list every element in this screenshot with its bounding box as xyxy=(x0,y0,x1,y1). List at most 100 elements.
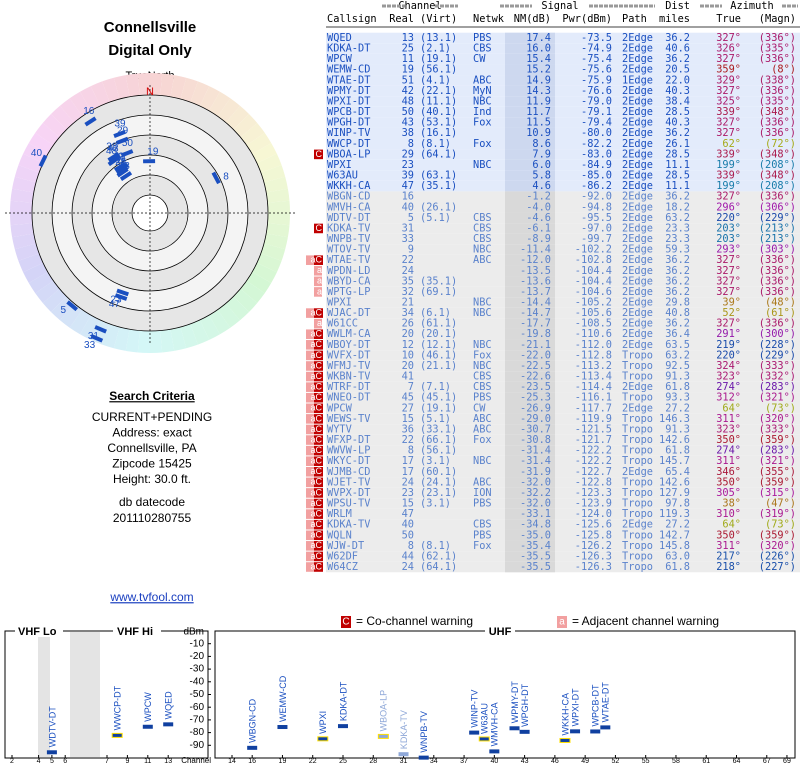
nm-cell-bg xyxy=(505,64,555,76)
row-bg xyxy=(326,149,800,160)
x-tick-label: 6 xyxy=(63,758,67,765)
criteria-line: Height: 30.0 ft. xyxy=(113,472,191,486)
cell: Tropo xyxy=(622,423,653,435)
row-bg xyxy=(326,477,800,488)
warning-badge: aC xyxy=(310,519,322,529)
cell: -105.2 xyxy=(575,297,612,309)
cell: 11.5 xyxy=(526,117,551,129)
adj-badge xyxy=(314,318,322,329)
cell: 327° xyxy=(716,85,741,97)
row-bg xyxy=(326,297,800,308)
x-tick-label: 9 xyxy=(125,758,129,765)
cell: -114.4 xyxy=(575,381,612,393)
signal-mark xyxy=(600,725,611,730)
cell: PBS xyxy=(473,32,492,44)
cell: -86.2 xyxy=(581,180,612,192)
adj-badge xyxy=(314,276,322,287)
cell: (63.1) xyxy=(420,170,457,182)
nm-cell-bg xyxy=(505,297,555,308)
row-bg xyxy=(326,75,800,86)
cell: 36.2 xyxy=(665,32,690,44)
column-header: (Virt) xyxy=(420,13,457,25)
cell: 24 xyxy=(402,265,414,277)
cell: WFMJ-TV xyxy=(327,360,370,372)
warning-badge: aC xyxy=(310,530,322,540)
cell: -92.0 xyxy=(581,191,612,203)
adj-badge xyxy=(306,488,314,498)
cell: -26.9 xyxy=(520,402,551,414)
adj-badge xyxy=(306,414,314,424)
cell: WBYD-CA xyxy=(327,275,371,287)
cell: (13.1) xyxy=(420,32,457,44)
cell: -124.0 xyxy=(575,508,612,520)
site-link[interactable]: www.tvfool.com xyxy=(109,590,193,604)
row-bg xyxy=(326,244,800,255)
title: Connellsville xyxy=(104,19,197,36)
signal-callsign: WPXI xyxy=(318,711,328,734)
row-bg xyxy=(326,180,800,192)
criteria-line: Connellsville, PA xyxy=(107,441,196,455)
cell: 52° xyxy=(722,307,741,319)
y-tick-label: -80 xyxy=(190,727,205,738)
cell: -125.6 xyxy=(575,519,612,531)
cell: (16.1) xyxy=(420,127,457,139)
column-header: Real xyxy=(389,13,414,25)
cell: (303°) xyxy=(759,244,796,256)
hue-wedge xyxy=(113,327,130,351)
cell: 12 xyxy=(402,339,414,351)
row-bg xyxy=(326,117,800,128)
hue-wedge xyxy=(260,243,286,261)
hue-wedge xyxy=(160,329,175,353)
cell: NBC xyxy=(473,455,492,467)
cell: WDTV-DT xyxy=(327,212,370,224)
adj-badge xyxy=(314,265,322,276)
cell: 2Edge xyxy=(622,64,653,76)
cell: (315°) xyxy=(759,487,796,499)
station-mark xyxy=(114,293,128,301)
row-bg xyxy=(326,360,800,372)
cell: 97.8 xyxy=(665,498,690,510)
hue-wedge xyxy=(180,323,198,349)
cell: -22.0 xyxy=(520,349,551,361)
cell: (336°) xyxy=(759,85,796,97)
cell: 2Edge xyxy=(622,148,653,160)
cell: 63.5 xyxy=(665,339,690,351)
cell: 63.2 xyxy=(665,349,690,361)
warning-badge: aC xyxy=(310,382,322,392)
co-badge xyxy=(314,424,323,435)
cell: 325° xyxy=(716,95,741,107)
cell: 11.9 xyxy=(526,95,551,107)
cell: (335°) xyxy=(759,95,796,107)
cell: Fox xyxy=(473,434,492,446)
row-bg xyxy=(326,170,800,181)
row-bg xyxy=(326,265,800,277)
cell: -117.7 xyxy=(575,402,612,414)
cell: (69.1) xyxy=(420,286,457,298)
cell: -122.7 xyxy=(575,466,612,478)
cell: WPCW xyxy=(327,53,353,65)
cell: WPXI xyxy=(327,297,352,309)
cell: 145.8 xyxy=(659,540,690,552)
nm-cell-bg xyxy=(505,233,555,245)
row-bg xyxy=(326,350,800,361)
cell: 16.0 xyxy=(526,43,551,55)
cell: 36.2 xyxy=(665,265,690,277)
cell: (348°) xyxy=(759,106,796,118)
cell: (336°) xyxy=(759,318,796,330)
station-mark xyxy=(84,116,97,127)
group-header: Channel xyxy=(398,0,441,12)
cell: WPSU-TV xyxy=(327,498,370,510)
nm-cell-bg xyxy=(505,487,555,499)
co-badge xyxy=(314,350,323,361)
cell: 11 xyxy=(402,53,414,65)
co-badge xyxy=(314,466,323,477)
x-tick-label: 19 xyxy=(279,758,287,765)
cell: 17 xyxy=(402,455,414,467)
cell: 36.2 xyxy=(665,127,690,139)
cell: 324° xyxy=(716,360,741,372)
signal-callsign: WINP-TV xyxy=(470,690,480,728)
cell: 47 xyxy=(402,180,414,192)
cell: WPXI xyxy=(327,159,352,171)
cell: Tropo xyxy=(622,392,653,404)
